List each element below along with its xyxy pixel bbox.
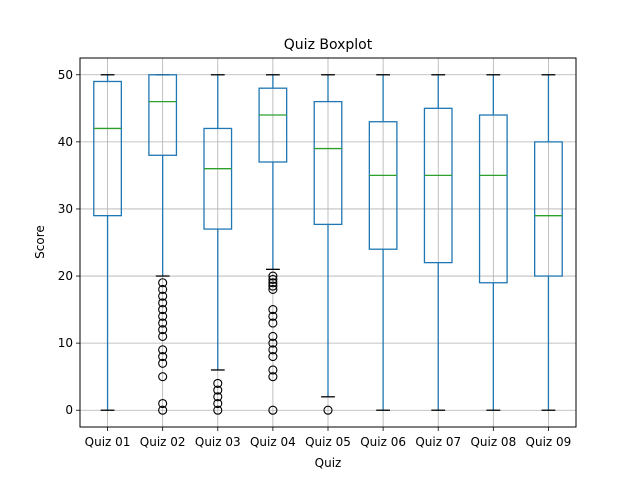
box-group: [423, 74, 453, 411]
outlier-point: [323, 405, 333, 415]
outlier-point: [268, 278, 278, 288]
box-iqr: [478, 114, 508, 284]
outlier-point: [268, 311, 278, 321]
y-tick-label: 40: [58, 135, 73, 149]
outlier-point: [268, 365, 278, 375]
outlier-point: [213, 392, 223, 402]
outlier-point: [158, 298, 168, 308]
y-tick-label: 20: [58, 269, 73, 283]
x-tick-label: Quiz 05: [305, 435, 351, 449]
box-group: [93, 74, 122, 411]
outlier-point: [158, 358, 168, 368]
outlier-point: [268, 338, 278, 348]
box-iqr: [258, 87, 288, 163]
outlier-point: [268, 331, 278, 341]
outlier-point: [213, 398, 223, 409]
box-group: [203, 74, 233, 415]
outlier-point: [158, 278, 168, 288]
box-iqr: [534, 141, 563, 277]
box-iqr: [203, 127, 233, 230]
outlier-point: [268, 372, 278, 382]
outlier-point: [213, 405, 223, 415]
outlier-point: [268, 305, 278, 315]
box-group: [478, 74, 508, 411]
outlier-point: [158, 311, 168, 321]
box-layer: [93, 74, 563, 415]
outlier-point: [158, 305, 168, 315]
y-tick-label: 10: [58, 336, 73, 350]
outlier-point: [268, 318, 278, 328]
outlier-point: [213, 385, 223, 395]
outlier-point: [158, 398, 168, 409]
x-tick-label: Quiz 09: [526, 435, 572, 449]
y-tick-label: 50: [58, 68, 73, 82]
outlier-point: [158, 325, 168, 335]
box-iqr: [148, 74, 178, 156]
box-iqr: [368, 121, 398, 250]
outlier-point: [268, 352, 278, 362]
outlier-point: [158, 291, 168, 301]
y-tick-label: 0: [65, 403, 73, 417]
outlier-point: [158, 372, 168, 382]
y-tick-label: 30: [58, 202, 73, 216]
outlier-point: [158, 331, 168, 341]
x-tick-label: Quiz 02: [140, 435, 186, 449]
y-axis-label: Score: [33, 225, 47, 259]
box-iqr: [313, 100, 343, 226]
x-tick-label: Quiz 06: [360, 435, 406, 449]
tick-layer: 0 10 20 30 40 50 Quiz 01 Quiz 02 Quiz 03 Quiz 04 Q…: [58, 68, 572, 449]
outlier-point: [158, 352, 168, 362]
outlier-point: [268, 271, 278, 281]
box-group: [368, 74, 398, 411]
box-iqr: [423, 107, 453, 264]
box-group: [313, 74, 343, 415]
x-tick-label: Quiz 07: [415, 435, 461, 449]
box-group: [148, 74, 178, 415]
x-tick-label: Quiz 01: [85, 435, 131, 449]
outlier-point: [158, 284, 168, 295]
chart-title: Quiz Boxplot: [284, 37, 373, 53]
outlier-point: [158, 318, 168, 328]
outlier-point: [268, 274, 278, 284]
x-tick-label: Quiz 04: [250, 435, 296, 449]
outlier-point: [158, 405, 168, 415]
box-group: [258, 74, 288, 415]
outlier-point: [268, 284, 278, 295]
outlier-point: [158, 345, 168, 355]
box-iqr: [93, 80, 122, 217]
outlier-point: [268, 345, 278, 355]
box-group: [534, 74, 563, 411]
outlier-point: [213, 378, 223, 388]
outlier-point: [268, 281, 278, 291]
x-axis-label: Quiz: [315, 456, 342, 470]
x-tick-label: Quiz 08: [470, 435, 516, 449]
x-tick-label: Quiz 03: [195, 435, 241, 449]
outlier-point: [268, 405, 278, 415]
